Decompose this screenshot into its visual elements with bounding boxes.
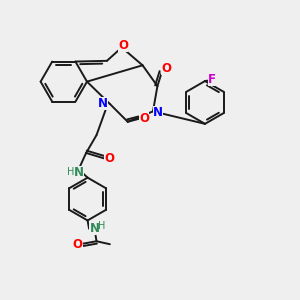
Text: O: O — [118, 39, 128, 52]
Text: O: O — [140, 112, 149, 125]
Text: N: N — [98, 98, 108, 110]
Text: F: F — [208, 73, 215, 86]
Text: H: H — [67, 167, 74, 177]
Text: O: O — [161, 62, 171, 75]
Text: N: N — [74, 166, 84, 179]
Text: N: N — [153, 106, 163, 119]
Text: N: N — [89, 222, 99, 235]
Text: O: O — [104, 152, 114, 165]
Text: H: H — [98, 221, 105, 231]
Text: O: O — [73, 238, 83, 251]
